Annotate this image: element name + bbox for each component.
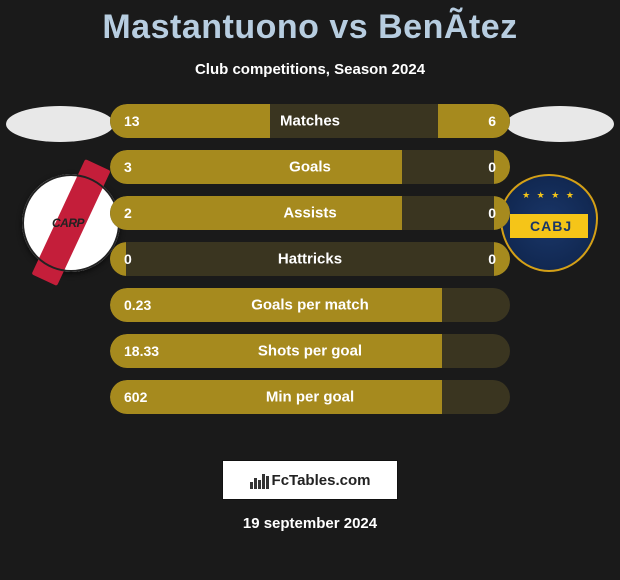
stat-label: Assists [110,205,510,222]
stat-row: 18.33Shots per goal [110,334,510,368]
stat-label: Goals per match [110,297,510,314]
date-text: 19 september 2024 [0,515,620,532]
stat-row: 602Min per goal [110,380,510,414]
stat-label: Min per goal [110,389,510,406]
player-right-photo [506,106,614,142]
player-left-photo [6,106,114,142]
crest-right-stars: ★ ★ ★ ★ [502,190,596,201]
crest-left-text: CARP [52,216,84,230]
stat-row: 20Assists [110,196,510,230]
stat-row: 0.23Goals per match [110,288,510,322]
stat-label: Matches [110,113,510,130]
club-crest-left: CARP [22,174,120,272]
comparison-area: CARP ★ ★ ★ ★ CABJ 136Matches 30Goals 20Ass… [0,104,620,424]
crest-right-text: CABJ [530,218,572,234]
stat-row: 30Goals [110,150,510,184]
club-crest-right: ★ ★ ★ ★ CABJ [500,174,598,272]
stat-bars: 136Matches 30Goals 20Assists 00Hattricks 0.2… [110,104,510,426]
stat-row: 00Hattricks [110,242,510,276]
subtitle: Club competitions, Season 2024 [0,61,620,78]
branding-chart-icon [250,471,268,489]
branding-box: FcTables.com [222,460,398,500]
stat-label: Hattricks [110,251,510,268]
stat-label: Goals [110,159,510,176]
page-title: Mastantuono vs BenÃ­tez [0,0,620,47]
stat-row: 136Matches [110,104,510,138]
stat-label: Shots per goal [110,343,510,360]
branding-text: FcTables.com [272,472,371,489]
